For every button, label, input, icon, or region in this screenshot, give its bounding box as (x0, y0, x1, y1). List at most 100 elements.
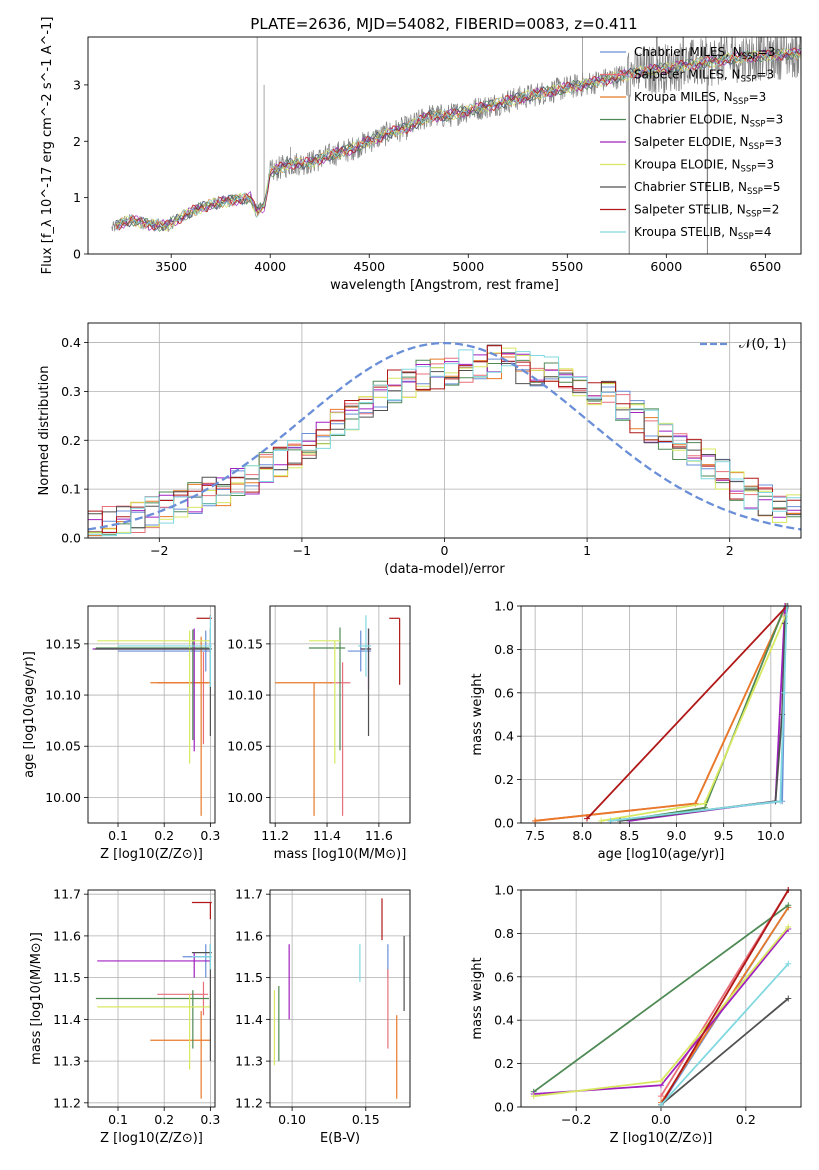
model-line-kroupa_miles (115, 48, 801, 231)
x-tick-label: 0.10 (278, 1112, 306, 1127)
y-tick-label: 11.6 (235, 928, 263, 943)
normal-curve (88, 341, 801, 531)
y-axis-label: mass weight (470, 957, 485, 1039)
plot-frame (269, 605, 411, 824)
plot-frame (87, 322, 802, 539)
y-tick-label: 3 (73, 77, 81, 92)
legend-label-tail: =4 (754, 225, 772, 239)
y-tick-label: 11.5 (53, 970, 81, 985)
legend-label-tail: =3 (756, 158, 774, 172)
weight-marker-salpeter_stelib (583, 815, 590, 822)
model-line-kroupa_elodie (115, 48, 801, 231)
plot-content (273, 898, 405, 1099)
x-tick-label: 0.1 (108, 828, 128, 843)
y-tick-label: 10.05 (45, 739, 81, 754)
legend-label-normal: 𝒩(0, 1) (739, 337, 786, 352)
legend-label-base: Chabrier MILES, N (634, 45, 742, 59)
plot-area (88, 606, 215, 823)
weight-marker-kroupa_elodie (701, 800, 708, 807)
legend-label-tail: =3 (758, 45, 776, 59)
legend-label-sub: SSP (742, 52, 758, 62)
legend-label-base: Salpeter STELIB, N (634, 203, 746, 217)
model-line-salpeter_stelib (115, 47, 801, 231)
x-tick-label: 2 (726, 543, 734, 558)
plot-area (521, 606, 801, 823)
y-tick-label: 1 (73, 190, 81, 205)
x-tick-label: 7.5 (525, 828, 545, 843)
legend-label-sub: SSP (741, 75, 757, 85)
y-tick-label: 10.15 (227, 636, 263, 651)
legend-label-sub: SSP (738, 232, 754, 242)
y-tick-label: 10.10 (227, 688, 263, 703)
y-tick-label: 0.2 (61, 433, 81, 448)
x-tick-label: 11.2 (261, 828, 289, 843)
x-tick-label: −1 (293, 543, 311, 558)
legend-label-sub: SSP (746, 210, 762, 220)
y-tick-label: 0.4 (61, 335, 81, 350)
legend-label-tail: =3 (764, 135, 782, 149)
x-tick-label: 0.3 (200, 828, 220, 843)
y-tick-label: 11.3 (53, 1054, 81, 1069)
y-tick-label: 1.0 (494, 599, 514, 614)
plot-content (95, 901, 212, 1099)
weight-line-kroupa_stelib (660, 963, 789, 1106)
legend-label-salpeter_elodie: Salpeter ELODIE, NSSP=3 (634, 135, 782, 152)
mass-weight-vs-metallicity-panel: −0.2 0.0 0.2 0.0 0.2 0.4 0.6 0.8 1.0 Z [log10(Z/Z… (470, 883, 802, 1146)
y-tick-label: 11.4 (235, 1012, 263, 1027)
y-tick-label: 11.3 (235, 1054, 263, 1069)
y-tick-label: 10.05 (227, 739, 263, 754)
plot-area (270, 890, 410, 1107)
x-tick-label: 1 (583, 543, 591, 558)
weight-marker-kroupa_elodie (658, 1077, 664, 1084)
residual-histogram-panel: −2 −1 0 1 2 0.0 0.1 0.2 0.3 0.4 (data-model)/error… (37, 322, 802, 577)
y-tick-label: 0.1 (61, 482, 81, 497)
figure-title: PLATE=2636, MJD=54082, FIBERID=0083, z=0… (250, 15, 637, 33)
x-tick-label: 8.0 (572, 828, 592, 843)
y-tick-label: 0.6 (494, 969, 514, 984)
y-tick-label: 10.10 (45, 688, 81, 703)
x-tick-label: 11.4 (313, 828, 341, 843)
legend-label-chabrier_miles: Chabrier MILES, NSSP=3 (634, 45, 775, 62)
x-tick-label: 9.5 (714, 828, 734, 843)
legend-label-sub: SSP (741, 165, 757, 175)
legend-label-tail: =3 (756, 68, 774, 82)
weight-marker-chabrier_elodie (785, 902, 792, 909)
x-tick-label: 6500 (749, 259, 781, 274)
y-tick-label: 11.4 (53, 1012, 81, 1027)
x-axis-label: age [log10(age/yr)] (598, 847, 725, 862)
y-tick-label: 10.00 (227, 790, 263, 805)
legend-label-chabrier_stelib: Chabrier STELIB, NSSP=5 (634, 180, 781, 197)
x-axis-label: wavelength [Angstrom, rest frame] (330, 278, 559, 293)
x-tick-label: −0.2 (561, 1112, 591, 1127)
plot-content (275, 615, 401, 816)
weight-marker-chabrier_stelib (785, 995, 792, 1002)
legend-label-sub: SSP (750, 120, 766, 130)
x-tick-label: 0.2 (736, 1112, 756, 1127)
plot-frame (87, 889, 216, 1108)
y-tick-label: 11.2 (53, 1095, 81, 1110)
weight-marker-salpeter_miles (658, 1093, 664, 1100)
y-tick-label: 0 (73, 247, 81, 262)
y-tick-label: 11.2 (235, 1095, 263, 1110)
legend-label-salpeter_stelib: Salpeter STELIB, NSSP=2 (634, 203, 779, 220)
legend-label-tail: =3 (766, 113, 784, 127)
weight-marker-kroupa_elodie (785, 923, 792, 930)
legend-label-kroupa_elodie: Kroupa ELODIE, NSSP=3 (634, 158, 774, 175)
weight-marker-kroupa_stelib (781, 689, 788, 696)
plot-content (92, 615, 212, 816)
x-tick-label: 5500 (551, 259, 583, 274)
x-tick-label: 4500 (353, 259, 385, 274)
x-tick-label: 5000 (452, 259, 484, 274)
age-vs-metallicity-panel: 0.1 0.2 0.3 10.00 10.05 10.10 10.15 Z [log10(Z/… (22, 605, 220, 862)
model-line-chabrier_stelib (115, 49, 801, 231)
x-axis-label: E(B-V) (320, 1131, 360, 1146)
weight-line-salpeter_stelib (586, 605, 788, 820)
x-tick-label: 0.2 (154, 828, 174, 843)
histogram-kroupa_stelib (88, 349, 801, 538)
y-tick-label: 0.0 (494, 1100, 514, 1115)
legend-label-kroupa_miles: Kroupa MILES, NSSP=3 (634, 90, 766, 107)
plot-content (111, 37, 801, 254)
y-tick-label: 1.0 (494, 883, 514, 898)
x-axis-label: Z [log10(Z/Z⊙)] (610, 1131, 713, 1146)
